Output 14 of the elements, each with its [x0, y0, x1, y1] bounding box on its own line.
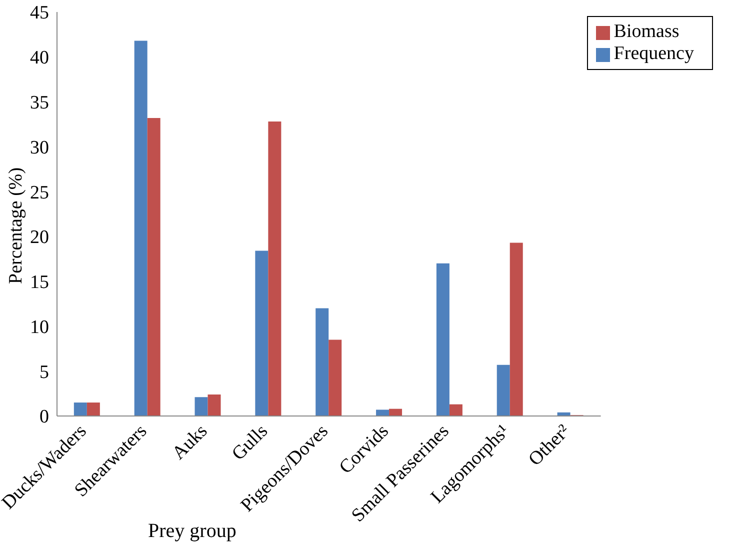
legend-label: Frequency — [614, 43, 694, 64]
legend-label: Biomass — [614, 21, 680, 42]
y-tick-label: 30 — [30, 137, 49, 158]
y-tick-label: 35 — [30, 92, 49, 114]
y-tick-label: 40 — [30, 48, 49, 69]
y-tick-label: 0 — [40, 406, 49, 428]
x-axis-title: Prey group — [148, 520, 236, 543]
y-tick-label: 25 — [30, 182, 49, 204]
y-tick-label: 20 — [30, 227, 49, 248]
y-tick-label: 45 — [30, 2, 49, 24]
y-tick-label: 5 — [40, 362, 49, 383]
y-tick-label: 10 — [30, 316, 49, 338]
y-axis-title: Percentage (%) — [6, 167, 27, 284]
y-tick-label: 15 — [30, 272, 49, 294]
